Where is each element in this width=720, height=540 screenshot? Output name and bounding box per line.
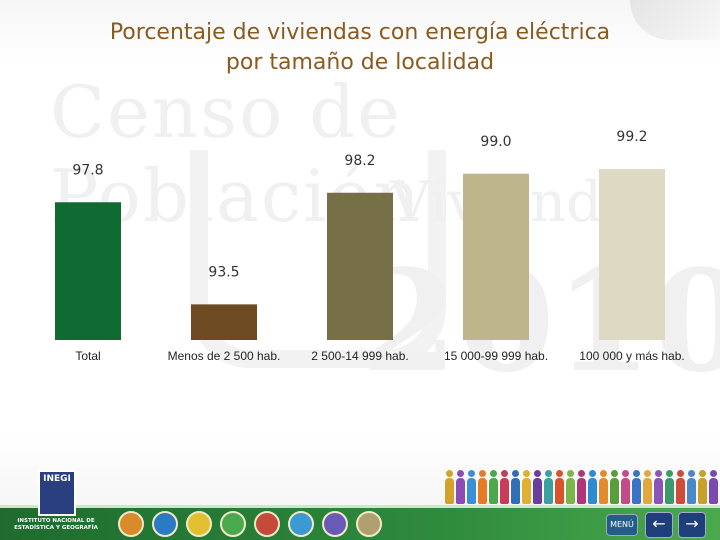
bar-3: [463, 173, 529, 340]
bar-1: [191, 304, 257, 340]
topic-icon[interactable]: [356, 511, 382, 537]
person-figure-icon: [588, 470, 597, 504]
person-figure-icon: [610, 470, 619, 504]
category-label-2: 2 500-14 999 hab.: [311, 349, 408, 363]
person-figure-icon: [467, 470, 476, 504]
inegi-logo-mark: INEGI: [38, 470, 76, 516]
topic-icon-row: [118, 511, 398, 537]
topic-icon[interactable]: [322, 511, 348, 537]
person-figure-icon: [687, 470, 696, 504]
footer-accent-line: [0, 505, 720, 508]
bar-4: [599, 169, 665, 340]
person-figure-icon: [632, 470, 641, 504]
person-figure-icon: [500, 470, 509, 504]
bar-2: [327, 192, 393, 340]
topic-icon[interactable]: [254, 511, 280, 537]
value-label-3: 99.0: [480, 134, 511, 150]
back-arrow-button[interactable]: ←: [645, 512, 673, 538]
topic-icon[interactable]: [118, 511, 144, 537]
person-figure-icon: [489, 470, 498, 504]
inegi-logo: INEGI INSTITUTO NACIONAL DE ESTADÍSTICA …: [6, 466, 106, 536]
inegi-logo-text: INSTITUTO NACIONAL DE ESTADÍSTICA Y GEOG…: [14, 518, 98, 531]
person-figure-icon: [621, 470, 630, 504]
person-figure-icon: [665, 470, 674, 504]
person-figure-icon: [566, 470, 575, 504]
person-figure-icon: [643, 470, 652, 504]
value-label-0: 97.8: [72, 162, 103, 178]
category-label-4: 100 000 y más hab.: [579, 349, 684, 363]
bar-chart: 97.8 Total 93.5 Menos de 2 500 hab. 98.2 2 50…: [55, 129, 685, 363]
person-figure-icon: [555, 470, 564, 504]
value-label-2: 98.2: [344, 153, 375, 169]
person-figure-icon: [478, 470, 487, 504]
person-figure-icon: [709, 470, 718, 504]
person-figure-icon: [577, 470, 586, 504]
category-label-0: Total: [75, 349, 100, 363]
person-figure-icon: [445, 470, 454, 504]
forward-arrow-button[interactable]: →: [678, 512, 706, 538]
title-line-1: Porcentaje de viviendas con energía eléc…: [109, 20, 611, 45]
person-figure-icon: [654, 470, 663, 504]
topic-icon[interactable]: [186, 511, 212, 537]
person-figure-icon: [522, 470, 531, 504]
value-label-4: 99.2: [616, 129, 647, 145]
value-label-1: 93.5: [208, 264, 239, 280]
person-figure-icon: [511, 470, 520, 504]
title-line-2: por tamaño de localidad: [225, 50, 495, 75]
slide-title: Porcentaje de viviendas con energía eléc…: [60, 18, 660, 78]
category-label-3: 15 000-99 999 hab.: [444, 349, 548, 363]
person-figure-icon: [456, 470, 465, 504]
category-label-1: Menos de 2 500 hab.: [168, 349, 281, 363]
person-figure-icon: [698, 470, 707, 504]
person-figure-icon: [676, 470, 685, 504]
menu-button[interactable]: MENÚ: [606, 514, 638, 536]
topic-icon[interactable]: [220, 511, 246, 537]
person-figure-icon: [599, 470, 608, 504]
topic-icon[interactable]: [288, 511, 314, 537]
bar-0: [55, 202, 121, 340]
topic-icon[interactable]: [152, 511, 178, 537]
person-figure-icon: [544, 470, 553, 504]
person-figure-icon: [533, 470, 542, 504]
people-illustration: [445, 470, 720, 506]
